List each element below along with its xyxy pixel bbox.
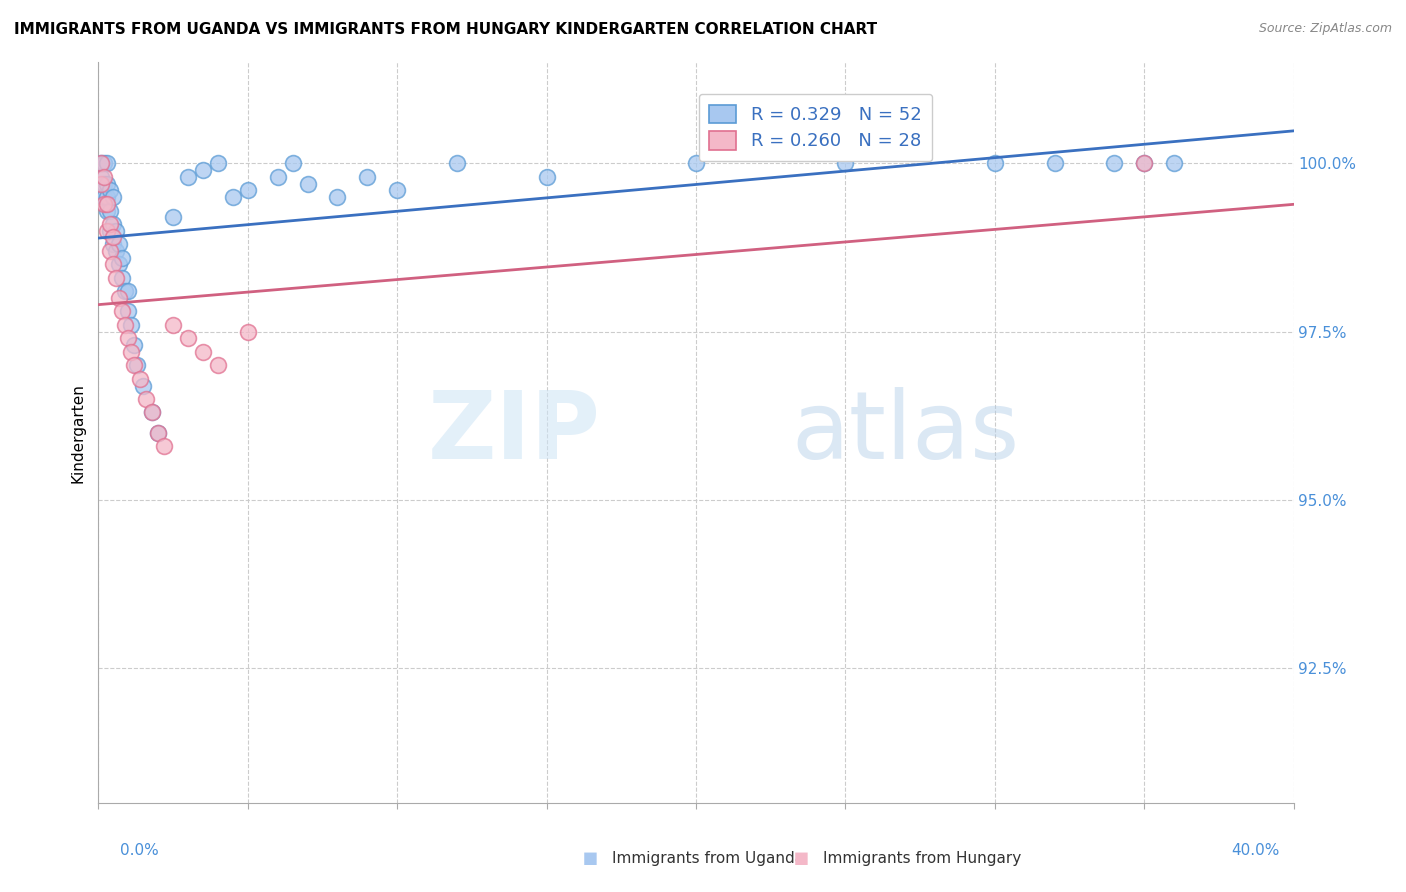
Text: atlas: atlas bbox=[792, 386, 1019, 479]
Point bbox=[96, 196, 118, 211]
Text: ▪: ▪ bbox=[793, 847, 810, 870]
Point bbox=[177, 331, 200, 345]
Text: 40.0%: 40.0% bbox=[1232, 843, 1279, 858]
Point bbox=[96, 203, 118, 218]
Point bbox=[162, 318, 184, 332]
Point bbox=[108, 291, 131, 305]
Point bbox=[141, 405, 163, 419]
Point bbox=[207, 156, 229, 170]
Text: Immigrants from Uganda: Immigrants from Uganda bbox=[612, 851, 804, 865]
Point bbox=[90, 183, 112, 197]
Point bbox=[124, 338, 146, 352]
Point bbox=[1043, 156, 1066, 170]
Point bbox=[98, 244, 122, 258]
Point bbox=[536, 169, 558, 184]
Point bbox=[114, 318, 136, 332]
Text: ▪: ▪ bbox=[582, 847, 599, 870]
Point bbox=[90, 177, 112, 191]
Point bbox=[93, 156, 115, 170]
Point bbox=[98, 224, 122, 238]
Point bbox=[105, 270, 128, 285]
Point bbox=[834, 156, 856, 170]
Point bbox=[103, 217, 125, 231]
Point bbox=[105, 244, 128, 258]
Point bbox=[191, 163, 214, 178]
Point bbox=[281, 156, 304, 170]
Point bbox=[98, 183, 122, 197]
Point bbox=[111, 270, 134, 285]
Point bbox=[135, 392, 157, 406]
Text: ZIP: ZIP bbox=[427, 386, 600, 479]
Point bbox=[148, 425, 170, 440]
Point bbox=[236, 325, 259, 339]
Point bbox=[297, 177, 319, 191]
Point bbox=[120, 344, 142, 359]
Point bbox=[103, 257, 125, 271]
Point bbox=[124, 359, 146, 373]
Point bbox=[90, 169, 112, 184]
Point bbox=[1163, 156, 1185, 170]
Point bbox=[117, 304, 139, 318]
Point bbox=[114, 285, 136, 299]
Point bbox=[267, 169, 290, 184]
Point bbox=[103, 190, 125, 204]
Text: Immigrants from Hungary: Immigrants from Hungary bbox=[823, 851, 1021, 865]
Point bbox=[326, 190, 349, 204]
Point bbox=[108, 257, 131, 271]
Point bbox=[141, 405, 163, 419]
Point bbox=[96, 190, 118, 204]
Point bbox=[103, 237, 125, 252]
Point bbox=[236, 183, 259, 197]
Point bbox=[108, 237, 131, 252]
Point bbox=[93, 169, 115, 184]
Point bbox=[96, 156, 118, 170]
Point bbox=[153, 439, 176, 453]
Point bbox=[111, 251, 134, 265]
Point bbox=[385, 183, 409, 197]
Point bbox=[98, 217, 122, 231]
Point bbox=[222, 190, 245, 204]
Point bbox=[685, 156, 707, 170]
Point bbox=[96, 224, 118, 238]
Legend: R = 0.329   N = 52, R = 0.260   N = 28: R = 0.329 N = 52, R = 0.260 N = 28 bbox=[699, 94, 932, 161]
Point bbox=[93, 196, 115, 211]
Y-axis label: Kindergarten: Kindergarten bbox=[70, 383, 86, 483]
Point bbox=[446, 156, 468, 170]
Point bbox=[90, 156, 112, 170]
Point bbox=[356, 169, 378, 184]
Point bbox=[1133, 156, 1156, 170]
Point bbox=[117, 285, 139, 299]
Point bbox=[207, 359, 229, 373]
Point bbox=[129, 372, 152, 386]
Point bbox=[177, 169, 200, 184]
Point bbox=[127, 359, 149, 373]
Point bbox=[1104, 156, 1126, 170]
Point bbox=[162, 211, 184, 225]
Text: 0.0%: 0.0% bbox=[120, 843, 159, 858]
Point bbox=[103, 230, 125, 244]
Text: IMMIGRANTS FROM UGANDA VS IMMIGRANTS FROM HUNGARY KINDERGARTEN CORRELATION CHART: IMMIGRANTS FROM UGANDA VS IMMIGRANTS FRO… bbox=[14, 22, 877, 37]
Point bbox=[98, 203, 122, 218]
Point bbox=[93, 190, 115, 204]
Point bbox=[191, 344, 214, 359]
Point bbox=[120, 318, 142, 332]
Text: Source: ZipAtlas.com: Source: ZipAtlas.com bbox=[1258, 22, 1392, 36]
Point bbox=[117, 331, 139, 345]
Point bbox=[93, 177, 115, 191]
Point bbox=[1133, 156, 1156, 170]
Point bbox=[111, 304, 134, 318]
Point bbox=[96, 177, 118, 191]
Point bbox=[148, 425, 170, 440]
Point bbox=[984, 156, 1007, 170]
Point bbox=[90, 156, 112, 170]
Point bbox=[132, 378, 155, 392]
Point bbox=[105, 224, 128, 238]
